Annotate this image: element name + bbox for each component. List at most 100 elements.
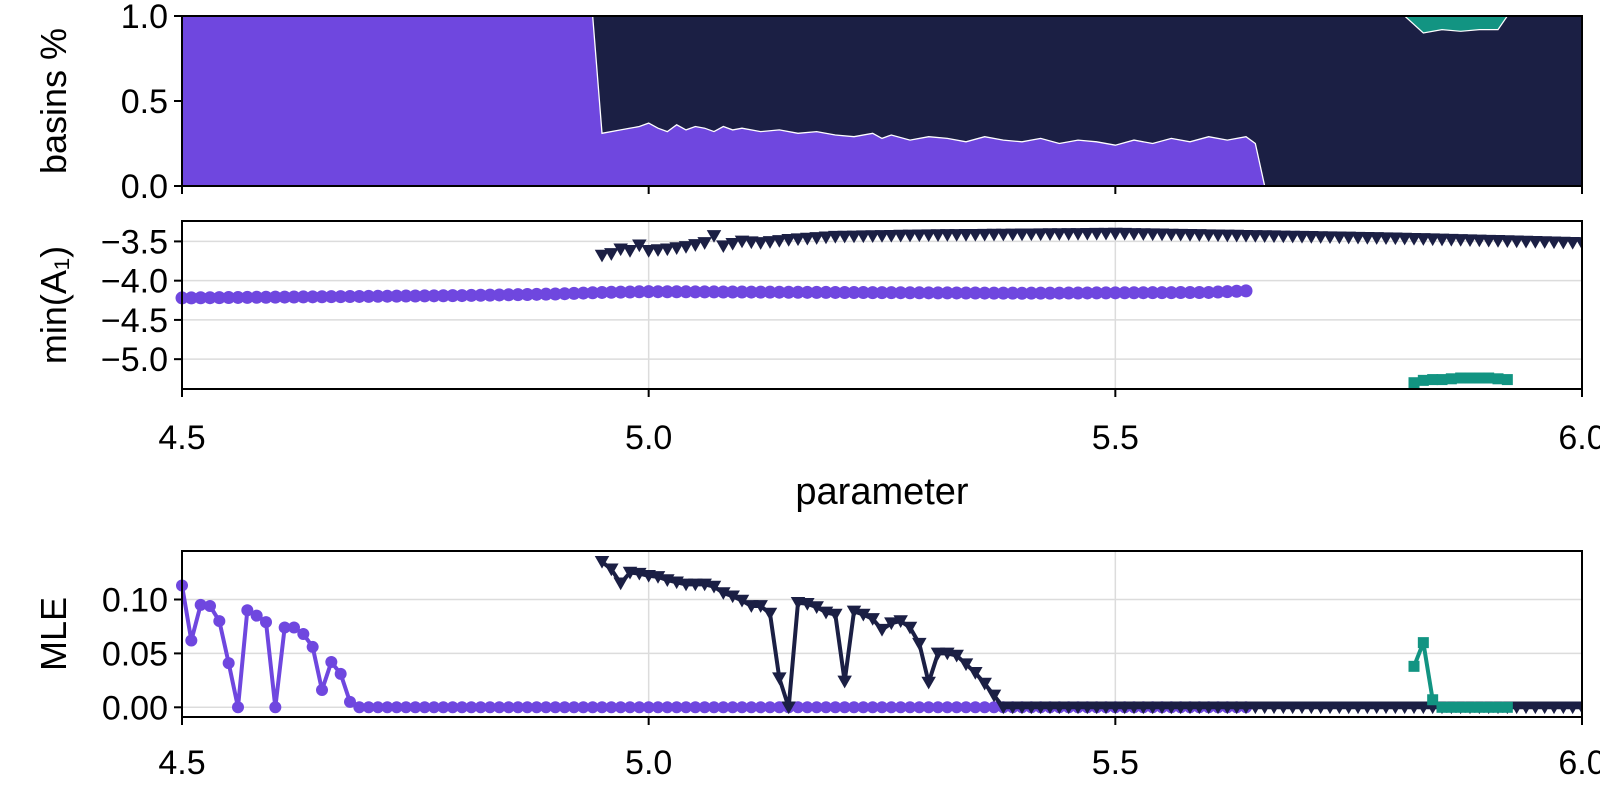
minA1-point bbox=[1341, 231, 1356, 245]
mle-point bbox=[1061, 701, 1076, 715]
minA1-point bbox=[558, 287, 572, 301]
minA1-point bbox=[371, 289, 385, 303]
mle-point bbox=[577, 701, 590, 714]
minA1-point bbox=[1024, 286, 1038, 300]
minA1-xtick-label: 5.5 bbox=[1092, 419, 1139, 457]
minA1-frame bbox=[181, 220, 1583, 390]
mle-point bbox=[540, 701, 552, 714]
minA1-point bbox=[595, 285, 609, 299]
mle-point bbox=[772, 672, 787, 686]
mle-point bbox=[996, 701, 1011, 715]
minA1-point bbox=[1108, 227, 1123, 241]
minA1-point bbox=[706, 230, 722, 243]
mle-point bbox=[278, 621, 291, 634]
mle-point bbox=[717, 701, 730, 714]
minA1-point bbox=[744, 285, 758, 299]
mle-point bbox=[613, 577, 628, 591]
minA1-point bbox=[1238, 229, 1254, 243]
mle-xtick-label: 4.5 bbox=[158, 744, 205, 782]
mle-point bbox=[1014, 701, 1030, 715]
minA1-point bbox=[856, 286, 870, 300]
minA1-point bbox=[1304, 231, 1319, 244]
minA1-point bbox=[1427, 374, 1439, 386]
minA1-point bbox=[1043, 286, 1057, 300]
minA1-point bbox=[1276, 230, 1291, 244]
minA1-xtick-label: 4.5 bbox=[158, 419, 205, 457]
mle-point bbox=[325, 656, 338, 669]
minA1-point bbox=[1313, 231, 1328, 244]
mle-point bbox=[792, 701, 804, 714]
minA1-point bbox=[1436, 374, 1448, 386]
mle-point bbox=[306, 640, 319, 653]
mle-point bbox=[902, 621, 918, 635]
minA1-point bbox=[1005, 228, 1020, 242]
minA1-point bbox=[1266, 230, 1282, 244]
mle-point bbox=[1052, 701, 1067, 715]
minA1-point bbox=[492, 288, 506, 302]
minA1-point bbox=[1173, 228, 1188, 242]
mle-line-attractor_2 bbox=[600, 560, 1582, 710]
minA1-point bbox=[790, 233, 806, 247]
mle-point bbox=[409, 701, 422, 714]
minA1-point bbox=[1052, 228, 1067, 241]
mle-point bbox=[949, 649, 964, 663]
mle-point bbox=[1360, 701, 1375, 715]
minA1-point bbox=[1126, 228, 1142, 241]
minA1-point bbox=[856, 230, 871, 244]
mle-point bbox=[1546, 701, 1562, 715]
mle-point bbox=[754, 701, 767, 714]
minA1-point bbox=[1118, 286, 1132, 300]
minA1-point bbox=[642, 285, 656, 299]
minA1-point bbox=[1248, 230, 1263, 243]
minA1-point bbox=[464, 288, 478, 302]
mle-point bbox=[1556, 701, 1571, 715]
minA1-point bbox=[753, 237, 768, 250]
minA1-point bbox=[1164, 228, 1179, 242]
mle-point bbox=[521, 701, 534, 714]
mle-point bbox=[474, 701, 487, 714]
mle-point bbox=[968, 667, 983, 680]
minA1-point bbox=[1360, 232, 1375, 245]
minA1-point bbox=[1332, 231, 1347, 245]
mle-point bbox=[960, 701, 972, 714]
mle-point bbox=[1257, 701, 1272, 715]
minA1-point bbox=[669, 242, 684, 255]
mle-point bbox=[978, 701, 991, 714]
minA1-point bbox=[837, 230, 852, 244]
minA1-point bbox=[762, 236, 778, 249]
mle-point bbox=[865, 613, 880, 626]
minA1-point bbox=[818, 231, 834, 245]
minA1-point bbox=[1322, 231, 1338, 245]
minA1-point bbox=[698, 285, 712, 299]
minA1-point bbox=[502, 288, 516, 302]
mle-xtick-label: 5.0 bbox=[625, 744, 672, 782]
minA1-point bbox=[1061, 228, 1076, 241]
basin-area-attractor-1 bbox=[182, 16, 1582, 186]
minA1-point bbox=[660, 285, 674, 299]
minA1-point bbox=[725, 237, 740, 251]
minA1-point bbox=[1210, 229, 1226, 243]
minA1-point bbox=[1136, 228, 1151, 241]
minA1-point bbox=[697, 237, 712, 250]
minA1-point bbox=[1202, 285, 1216, 299]
mle-point bbox=[689, 701, 702, 714]
minA1-point bbox=[1417, 374, 1429, 386]
minA1-point bbox=[1042, 228, 1058, 241]
basins-ytick-label: 0.0 bbox=[121, 168, 168, 206]
mle-point bbox=[465, 701, 478, 714]
mle-point bbox=[736, 701, 748, 714]
minA1-point bbox=[1155, 286, 1169, 300]
mle-point bbox=[1229, 701, 1244, 715]
minA1-point bbox=[1174, 286, 1188, 300]
mle-point bbox=[446, 701, 459, 714]
mle-point bbox=[1416, 701, 1431, 715]
minA1-point bbox=[958, 229, 974, 242]
minA1-point bbox=[716, 240, 731, 254]
mle-point bbox=[1005, 701, 1020, 715]
minA1-point bbox=[1500, 235, 1515, 248]
mle-point bbox=[1445, 701, 1457, 713]
mle-point bbox=[838, 701, 851, 714]
minA1-point bbox=[847, 286, 861, 300]
mle-point bbox=[605, 701, 618, 714]
minA1-point bbox=[1015, 286, 1029, 300]
